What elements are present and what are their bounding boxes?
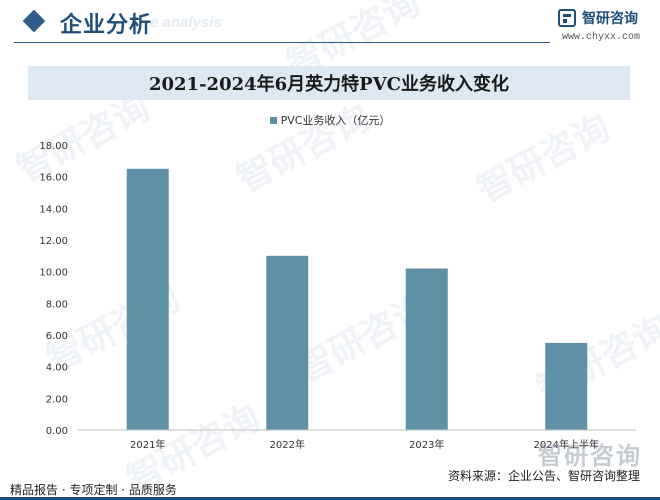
source-note: 资料来源：企业公告、智研咨询整理 (447, 469, 640, 483)
y-tick-label: 18.00 (39, 141, 68, 152)
brand-url: www.chyxx.com (561, 32, 640, 43)
y-tick-label: 14.00 (39, 204, 68, 215)
section-title: 企业分析 (60, 13, 153, 38)
x-tick-label: 2021年 (130, 438, 165, 451)
y-tick-label: 16.00 (39, 173, 68, 184)
chart-title-band: 2021-2024年6月英力特PVC业务收入变化 (28, 66, 630, 100)
y-tick-label: 10.00 (39, 268, 68, 279)
y-tick-label: 12.00 (39, 236, 68, 247)
brand-name: 智研咨询 (582, 11, 638, 27)
y-tick-label: 0.00 (46, 426, 68, 437)
legend-swatch (269, 116, 277, 124)
x-tick-label: 2022年 (270, 438, 305, 451)
y-tick-label: 4.00 (46, 363, 68, 374)
chart-legend: PVC业务收入（亿元） (0, 112, 660, 128)
footer-bar (0, 497, 660, 500)
y-axis: 0.00 2.00 4.00 6.00 8.00 10.00 12.00 14.00 16.00… (39, 141, 68, 437)
bar-chart: 0.00 2.00 4.00 6.00 8.00 10.00 12.00 14.00 16.00… (39, 141, 636, 451)
x-tick-label: 2023年 (409, 438, 444, 451)
bar (266, 255, 309, 430)
brand: 智研咨询 (558, 7, 638, 29)
x-tick-label: 2024年上半年 (534, 438, 599, 451)
bar-series (126, 168, 588, 430)
header-divider (14, 42, 550, 43)
brand-logo-icon (558, 9, 576, 27)
x-axis: 2021年 2022年 2023年 2024年上半年 (130, 438, 599, 451)
bar (126, 168, 169, 430)
footer-brand-mark: 智研咨询 (538, 442, 642, 470)
legend-label: PVC业务收入（亿元） (280, 114, 391, 127)
chart-title: 2021-2024年6月英力特PVC业务收入变化 (148, 74, 510, 95)
bar (405, 268, 448, 430)
y-tick-label: 2.00 (46, 394, 68, 405)
y-tick-label: 8.00 (46, 299, 68, 310)
y-tick-label: 6.00 (46, 331, 68, 342)
footer-tagline: 精品报告 · 专项定制 · 品质服务 (10, 483, 177, 497)
page-header: e analysis 企业分析 智研咨询 www.chyxx.com (0, 0, 660, 44)
bar (545, 342, 588, 430)
section-subtitle-en: e analysis (150, 14, 222, 31)
